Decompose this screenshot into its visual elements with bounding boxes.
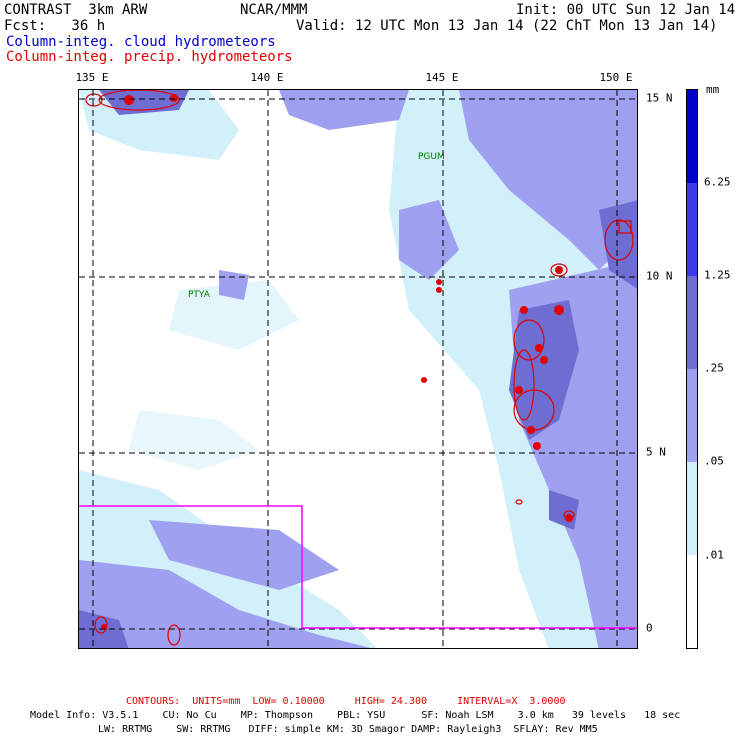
map-field-svg bbox=[79, 90, 637, 648]
precip-contours bbox=[85, 90, 634, 646]
station-label: PGUM bbox=[418, 152, 445, 162]
color-legend bbox=[686, 89, 698, 649]
lat-label: 15 N bbox=[646, 91, 673, 105]
legend-label: 6.25 bbox=[704, 175, 731, 189]
model-info-line2: LW: RRTMG SW: RRTMG DIFF: simple KM: 3D … bbox=[98, 724, 598, 735]
title: CONTRAST 3km ARW bbox=[4, 2, 148, 18]
station-label: PTYA bbox=[188, 290, 210, 300]
lat-label: 0 bbox=[646, 621, 653, 635]
forecast-hour: Fcst: 36 h bbox=[4, 18, 106, 34]
lon-label: 135 E bbox=[75, 71, 109, 84]
lon-label: 145 E bbox=[425, 71, 459, 84]
legend-swatch bbox=[687, 183, 697, 276]
field-cloud-label: Column-integ. cloud hydrometeors bbox=[6, 34, 276, 50]
lon-label: 150 E bbox=[599, 71, 633, 84]
legend-unit: mm bbox=[706, 83, 720, 96]
init-time: Init: 00 UTC Sun 12 Jan 14 bbox=[516, 2, 736, 18]
lat-label: 5 N bbox=[646, 445, 666, 459]
legend-label: .01 bbox=[704, 548, 724, 562]
legend-swatch bbox=[687, 276, 697, 369]
lat-lon-grid bbox=[79, 90, 637, 648]
model-info-line1: Model Info: V3.5.1 CU: No Cu MP: Thompso… bbox=[30, 710, 681, 721]
lat-label: 10 N bbox=[646, 269, 673, 283]
organization: NCAR/MMM bbox=[240, 2, 308, 18]
map-panel bbox=[78, 89, 638, 649]
legend-label: .05 bbox=[704, 454, 724, 468]
legend-label: .25 bbox=[704, 361, 724, 375]
precip-cores bbox=[101, 94, 573, 630]
cloud-field-medium bbox=[79, 90, 637, 648]
valid-time: Valid: 12 UTC Mon 13 Jan 14 (22 ChT Mon … bbox=[296, 18, 718, 34]
legend-label: 1.25 bbox=[704, 268, 731, 282]
legend-swatch bbox=[687, 369, 697, 462]
contour-info: CONTOURS: UNITS=mm LOW= 0.10000 HIGH= 24… bbox=[126, 696, 566, 707]
legend-swatch bbox=[687, 462, 697, 555]
nested-domain-box bbox=[79, 505, 637, 629]
field-precip-label: Column-integ. precip. hydrometeors bbox=[6, 49, 293, 65]
legend-swatch bbox=[687, 90, 697, 183]
lon-label: 140 E bbox=[250, 71, 284, 84]
legend-swatch bbox=[687, 555, 697, 648]
